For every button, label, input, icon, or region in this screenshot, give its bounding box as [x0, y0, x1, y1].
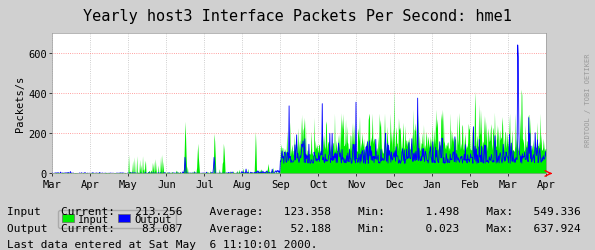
Text: Yearly host3 Interface Packets Per Second: hme1: Yearly host3 Interface Packets Per Secon… — [83, 9, 512, 24]
Text: Last data entered at Sat May  6 11:10:01 2000.: Last data entered at Sat May 6 11:10:01 … — [7, 240, 318, 250]
Text: Input   Current:   213.256    Average:   123.358    Min:      1.498    Max:   54: Input Current: 213.256 Average: 123.358 … — [7, 206, 581, 216]
Y-axis label: Packets/s: Packets/s — [15, 76, 25, 132]
Text: Output  Current:    83.087    Average:    52.188    Min:      0.023    Max:   63: Output Current: 83.087 Average: 52.188 M… — [7, 223, 581, 233]
Text: RRDTOOL / TOBI OETIKER: RRDTOOL / TOBI OETIKER — [585, 54, 591, 146]
Legend: Input, Output: Input, Output — [58, 210, 176, 228]
